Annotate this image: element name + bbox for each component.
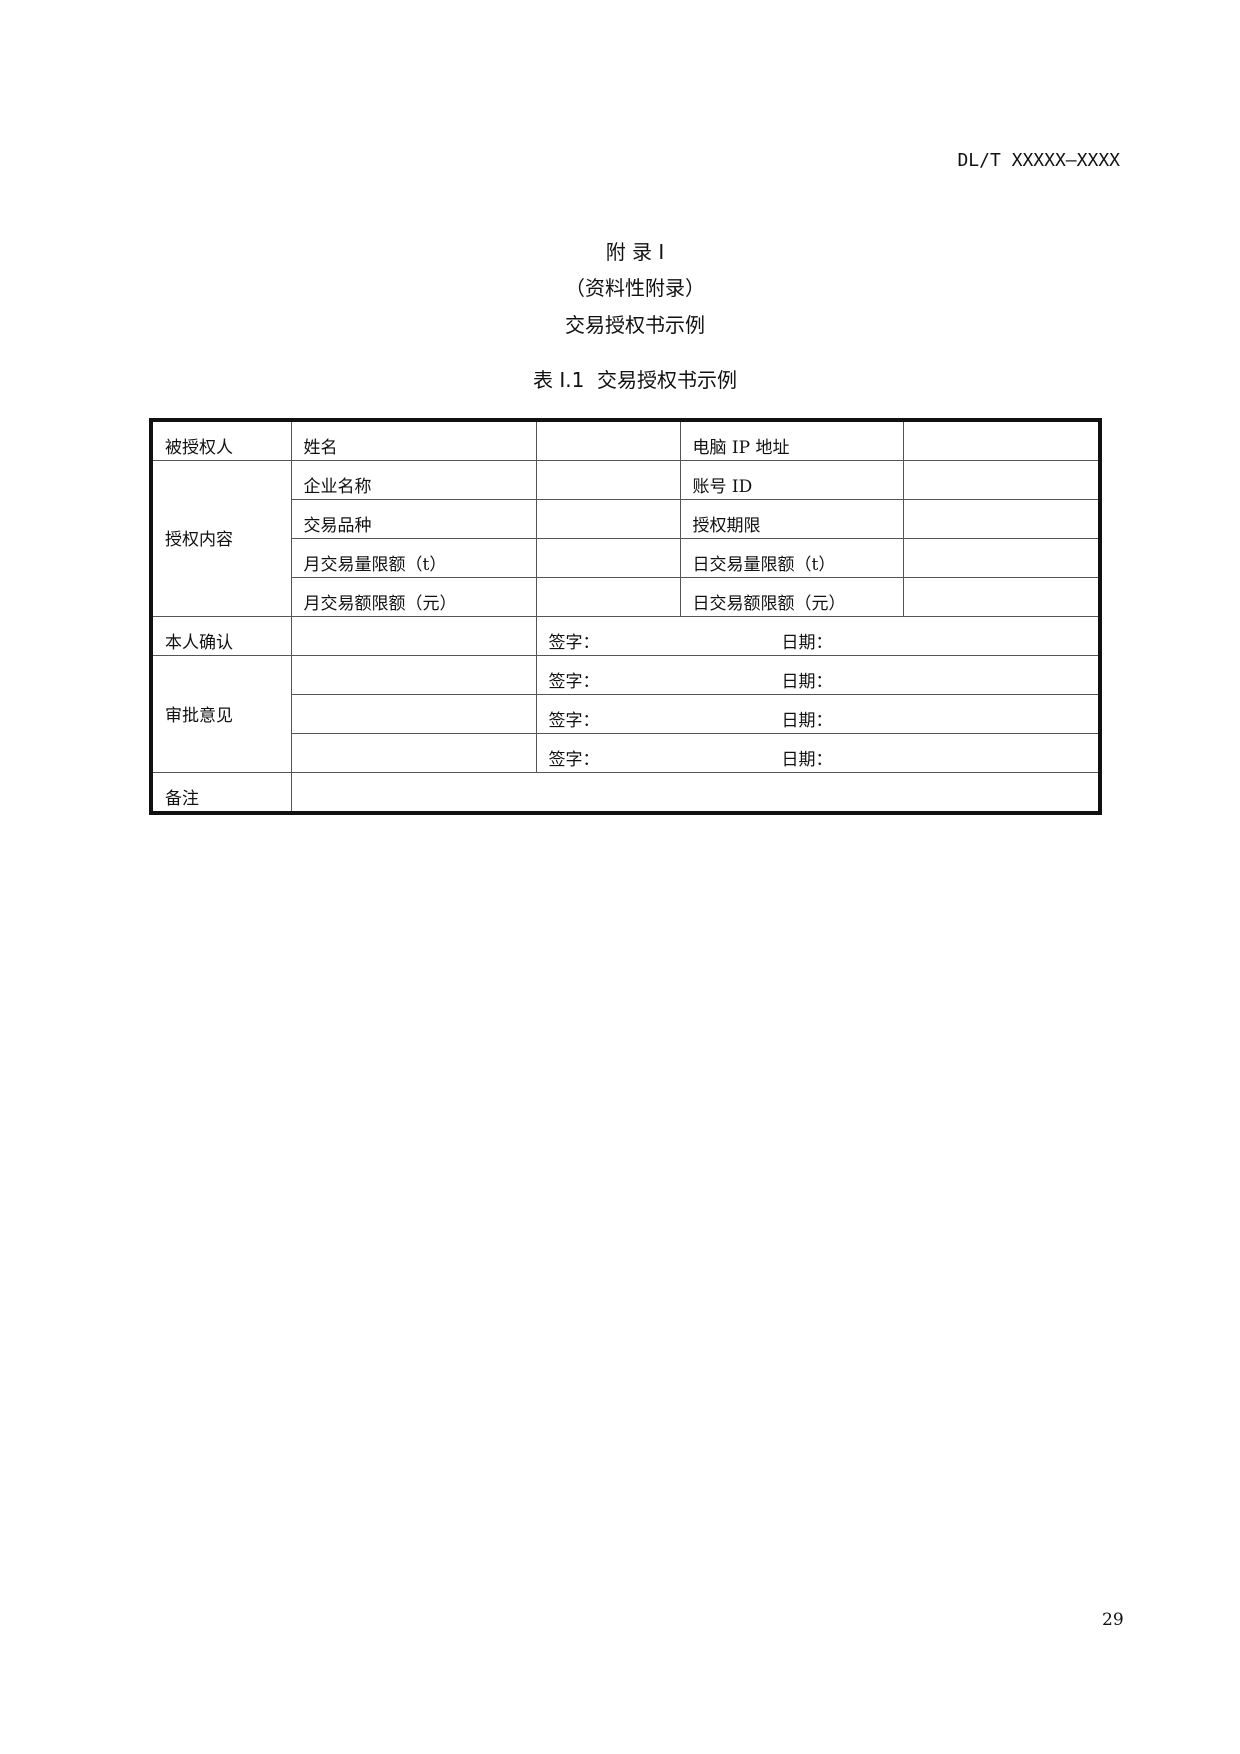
date-label: 日期： — [781, 633, 833, 653]
table-row: 审批意见 签字： 日期： — [150, 655, 1101, 773]
remarks-label: 备注 — [150, 772, 292, 814]
signature-cell: 签字： 日期： — [535, 694, 1101, 734]
month-amt-value — [535, 577, 681, 617]
signature-cell: 签字： 日期： — [535, 616, 1101, 656]
page-number: 29 — [1102, 1610, 1124, 1630]
variety-label: 交易品种 — [290, 499, 537, 539]
remarks-value — [290, 772, 1101, 814]
signature-cell: 签字： 日期： — [535, 733, 1101, 773]
day-amt-label: 日交易额限额（元） — [679, 577, 904, 617]
day-amt-value — [902, 577, 1101, 617]
table-row: 本人确认 签字： 日期： — [150, 616, 1101, 656]
approval-value — [290, 655, 537, 695]
authorization-table: 被授权人 姓名 电脑 IP 地址 授权内容 企业名称 账号 ID 交易品种 授权… — [149, 418, 1102, 815]
variety-value — [535, 499, 681, 539]
appendix-subtitle: （资料性附录） — [565, 276, 705, 300]
table-row: 月交易量限额（t） 日交易量限额（t） — [151, 538, 1101, 578]
name-value — [535, 419, 681, 461]
document-code: DL/T XXXXX—XXXX — [957, 150, 1120, 171]
table-row: 签字： 日期： — [151, 733, 1101, 773]
ip-label: 电脑 IP 地址 — [679, 419, 904, 461]
table-row: 月交易额限额（元） 日交易额限额（元） — [151, 577, 1101, 617]
date-label: 日期： — [781, 750, 833, 770]
date-label: 日期： — [781, 711, 833, 731]
account-label: 账号 ID — [679, 460, 904, 500]
period-value — [902, 499, 1101, 539]
month-amt-label: 月交易额限额（元） — [290, 577, 537, 617]
table-row: 被授权人 姓名 电脑 IP 地址 — [150, 419, 1101, 461]
day-qty-label: 日交易量限额（t） — [679, 538, 904, 578]
table-row: 签字： 日期： — [151, 694, 1101, 734]
sign-label: 签字： — [548, 750, 600, 770]
table-row: 备注 — [150, 772, 1101, 814]
approval-label: 审批意见 — [150, 655, 292, 773]
company-value — [535, 460, 681, 500]
month-qty-label: 月交易量限额（t） — [290, 538, 537, 578]
approval-value — [290, 733, 537, 773]
table-row: 交易品种 授权期限 — [151, 499, 1101, 539]
grantee-label: 被授权人 — [150, 419, 292, 461]
name-label: 姓名 — [290, 419, 537, 461]
sign-label: 签字： — [548, 672, 600, 692]
confirm-value — [290, 616, 537, 656]
period-label: 授权期限 — [679, 499, 904, 539]
company-label: 企业名称 — [290, 460, 537, 500]
table-row: 授权内容 企业名称 账号 ID — [150, 460, 1101, 617]
sign-label: 签字： — [548, 711, 600, 731]
sign-label: 签字： — [548, 633, 600, 653]
confirm-label: 本人确认 — [150, 616, 292, 656]
approval-value — [290, 694, 537, 734]
day-qty-value — [902, 538, 1101, 578]
ip-value — [902, 419, 1101, 461]
content-label: 授权内容 — [150, 460, 292, 617]
month-qty-value — [535, 538, 681, 578]
table-caption: 表 I.1 交易授权书示例 — [532, 368, 738, 392]
date-label: 日期： — [781, 672, 833, 692]
signature-cell: 签字： 日期： — [535, 655, 1101, 695]
appendix-name: 交易授权书示例 — [565, 313, 705, 337]
appendix-title: 附 录 I — [605, 240, 665, 264]
account-value — [902, 460, 1101, 500]
